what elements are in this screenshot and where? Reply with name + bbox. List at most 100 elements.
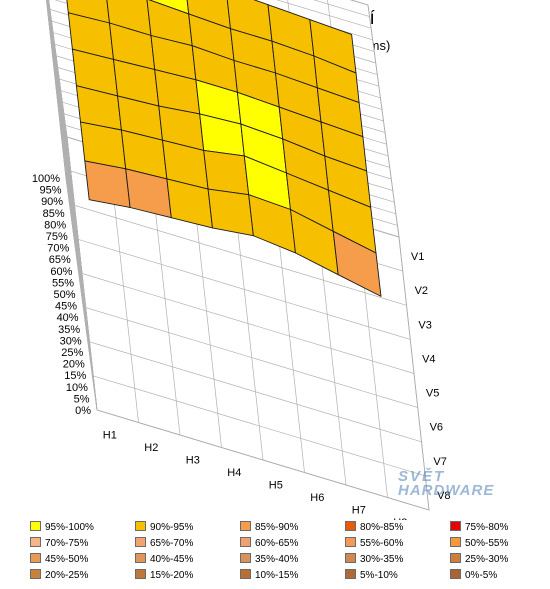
y-tick-label: V1: [411, 251, 424, 263]
legend-item: 10%-15%: [240, 569, 298, 582]
legend-label: 90%-95%: [150, 522, 194, 533]
x-tick-label: H2: [144, 442, 158, 454]
surface-cell: [203, 149, 250, 196]
z-tick-label: 60%: [50, 266, 72, 278]
legend-item: 0%-5%: [450, 569, 497, 582]
z-tick-label: 50%: [53, 289, 75, 301]
legend-swatch: [30, 569, 41, 579]
z-tick-label: 20%: [63, 359, 85, 371]
legend-label: 80%-85%: [360, 522, 404, 533]
legend-item: 45%-50%: [30, 553, 88, 566]
legend-item: 15%-20%: [135, 569, 193, 582]
z-tick-label: 80%: [44, 219, 66, 231]
legend-item: 35%-40%: [240, 553, 298, 566]
legend-swatch: [345, 537, 356, 547]
legend-swatch: [450, 569, 461, 579]
axis-tick-labels: 0%5%10%15%20%25%30%35%40%45%50%55%60%65%…: [32, 173, 451, 520]
legend-swatch: [30, 553, 41, 563]
x-tick-label: H3: [186, 454, 200, 466]
x-tick-label: H5: [269, 479, 283, 491]
x-tick-label: H1: [103, 429, 117, 441]
watermark-line1: SVĚT: [398, 468, 446, 485]
y-tick-label: V8: [437, 490, 450, 502]
legend-swatch: [135, 537, 146, 547]
legend-item: 40%-45%: [135, 553, 193, 566]
legend-swatch: [450, 537, 461, 547]
legend-swatch: [240, 537, 251, 547]
x-tick-label: H8: [393, 517, 407, 520]
surface-cell: [84, 160, 131, 208]
legend-label: 25%-30%: [465, 554, 509, 565]
legend-label: 70%-75%: [45, 538, 89, 549]
surface-cell: [207, 188, 254, 237]
z-tick-label: 70%: [47, 243, 69, 255]
legend-item: 90%-95%: [135, 521, 193, 534]
watermark-line2: HARDWARE: [398, 482, 495, 499]
z-tick-label: 90%: [41, 196, 63, 208]
z-tick-label: 35%: [58, 324, 80, 336]
surface-chart: 0%5%10%15%20%25%30%35%40%45%50%55%60%65%…: [32, 0, 451, 520]
legend-swatch: [450, 521, 461, 531]
legend-swatch: [30, 521, 41, 531]
legend-swatch: [240, 553, 251, 563]
legend-label: 5%-10%: [360, 570, 398, 581]
x-tick-label: H7: [352, 504, 366, 516]
legend-label: 30%-35%: [360, 554, 404, 565]
legend-item: 30%-35%: [345, 553, 403, 566]
chart-legend: 95%-100% 90%-95% 85%-90% 80%-85% 75%-80% 70%-…: [30, 521, 540, 587]
z-tick-label: 100%: [32, 173, 60, 185]
z-tick-label: 0%: [75, 405, 91, 417]
legend-label: 45%-50%: [45, 554, 89, 565]
legend-item: 50%-55%: [450, 537, 508, 550]
legend-swatch: [345, 521, 356, 531]
legend-label: 20%-25%: [45, 570, 89, 581]
z-tick-label: 55%: [52, 277, 74, 289]
legend-swatch: [30, 537, 41, 547]
y-tick-label: V5: [426, 388, 439, 400]
legend-swatch: [345, 569, 356, 579]
z-tick-label: 65%: [49, 254, 71, 266]
legend-swatch: [135, 521, 146, 531]
surface-cell: [332, 230, 382, 297]
z-tick-label: 25%: [61, 347, 83, 359]
y-tick-label: V2: [415, 285, 428, 297]
y-tick-label: V6: [430, 422, 443, 434]
legend-swatch: [450, 553, 461, 563]
legend-item: 20%-25%: [30, 569, 88, 582]
legend-item: 70%-75%: [30, 537, 88, 550]
z-tick-label: 75%: [46, 231, 68, 243]
z-tick-label: 15%: [64, 370, 86, 382]
z-tick-label: 45%: [55, 301, 77, 313]
legend-swatch: [345, 553, 356, 563]
legend-label: 10%-15%: [255, 570, 299, 581]
legend-label: 85%-90%: [255, 522, 299, 533]
x-gridline: [48, 0, 98, 411]
legend-swatch: [240, 521, 251, 531]
surface-plot: [66, 0, 382, 297]
z-tick-label: 10%: [66, 382, 88, 394]
legend-swatch: [240, 569, 251, 579]
y-tick-label: V4: [422, 353, 435, 365]
legend-item: 60%-65%: [240, 537, 298, 550]
legend-item: 65%-70%: [135, 537, 193, 550]
legend-item: 85%-90%: [240, 521, 298, 534]
legend-label: 75%-80%: [465, 522, 509, 533]
legend-item: 55%-60%: [345, 537, 403, 550]
z-tick-label: 85%: [43, 208, 65, 220]
legend-label: 0%-5%: [465, 570, 498, 581]
x-tick-label: H4: [227, 467, 241, 479]
legend-swatch: [135, 569, 146, 579]
legend-label: 40%-45%: [150, 554, 194, 565]
legend-swatch: [135, 553, 146, 563]
legend-label: 95%-100%: [45, 522, 94, 533]
legend-item: 75%-80%: [450, 521, 508, 534]
legend-item: 80%-85%: [345, 521, 403, 534]
z-tick-label: 30%: [60, 335, 82, 347]
legend-item: 25%-30%: [450, 553, 508, 566]
legend-item: 95%-100%: [30, 521, 94, 534]
legend-label: 55%-60%: [360, 538, 404, 549]
y-tick-label: V3: [418, 319, 431, 331]
legend-label: 50%-55%: [465, 538, 509, 549]
z-tick-label: 40%: [57, 312, 79, 324]
legend-label: 35%-40%: [255, 554, 299, 565]
